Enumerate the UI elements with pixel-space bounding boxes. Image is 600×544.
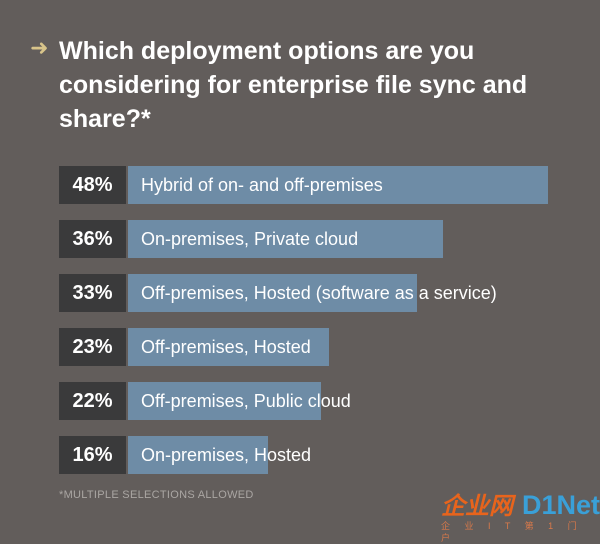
bar — [128, 220, 443, 258]
value-box — [59, 220, 126, 258]
arrow-icon: ➜ — [30, 35, 49, 60]
value-box — [59, 382, 126, 420]
watermark-logo: 企业网 D1Net 企 业 I T 第 1 门 户 — [433, 490, 600, 543]
category-label: Hybrid of on- and off-premises — [141, 175, 383, 195]
value-label: 48% — [72, 174, 113, 196]
value-label: 16% — [72, 444, 113, 466]
chart-title: Which deployment options are you conside… — [59, 37, 528, 133]
bar — [128, 328, 329, 366]
value-box — [59, 274, 126, 312]
logo-chinese-text: 企业网 — [441, 492, 513, 520]
value-label: 23% — [72, 336, 113, 358]
category-label: On-premises, Hosted — [141, 445, 312, 465]
value-label: 22% — [72, 390, 113, 412]
logo-brand-text: D1Net — [522, 490, 600, 520]
category-label: Off-premises, Public cloud — [141, 391, 351, 411]
bar — [128, 274, 417, 312]
logo-subtitle: 企 业 I T 第 1 门 户 — [441, 521, 583, 543]
bar — [128, 382, 321, 420]
bar — [128, 436, 268, 474]
value-box — [59, 328, 126, 366]
footnote: *MULTIPLE SELECTIONS ALLOWED — [59, 489, 254, 501]
value-box — [59, 166, 126, 204]
category-label: On-premises, Private cloud — [141, 229, 359, 249]
category-label: Off-premises, Hosted — [141, 337, 311, 357]
bar — [128, 166, 548, 204]
value-box — [59, 436, 126, 474]
category-label: Off-premises, Hosted (software as a serv… — [141, 283, 497, 303]
value-label: 36% — [72, 228, 113, 250]
value-label: 33% — [72, 282, 113, 304]
